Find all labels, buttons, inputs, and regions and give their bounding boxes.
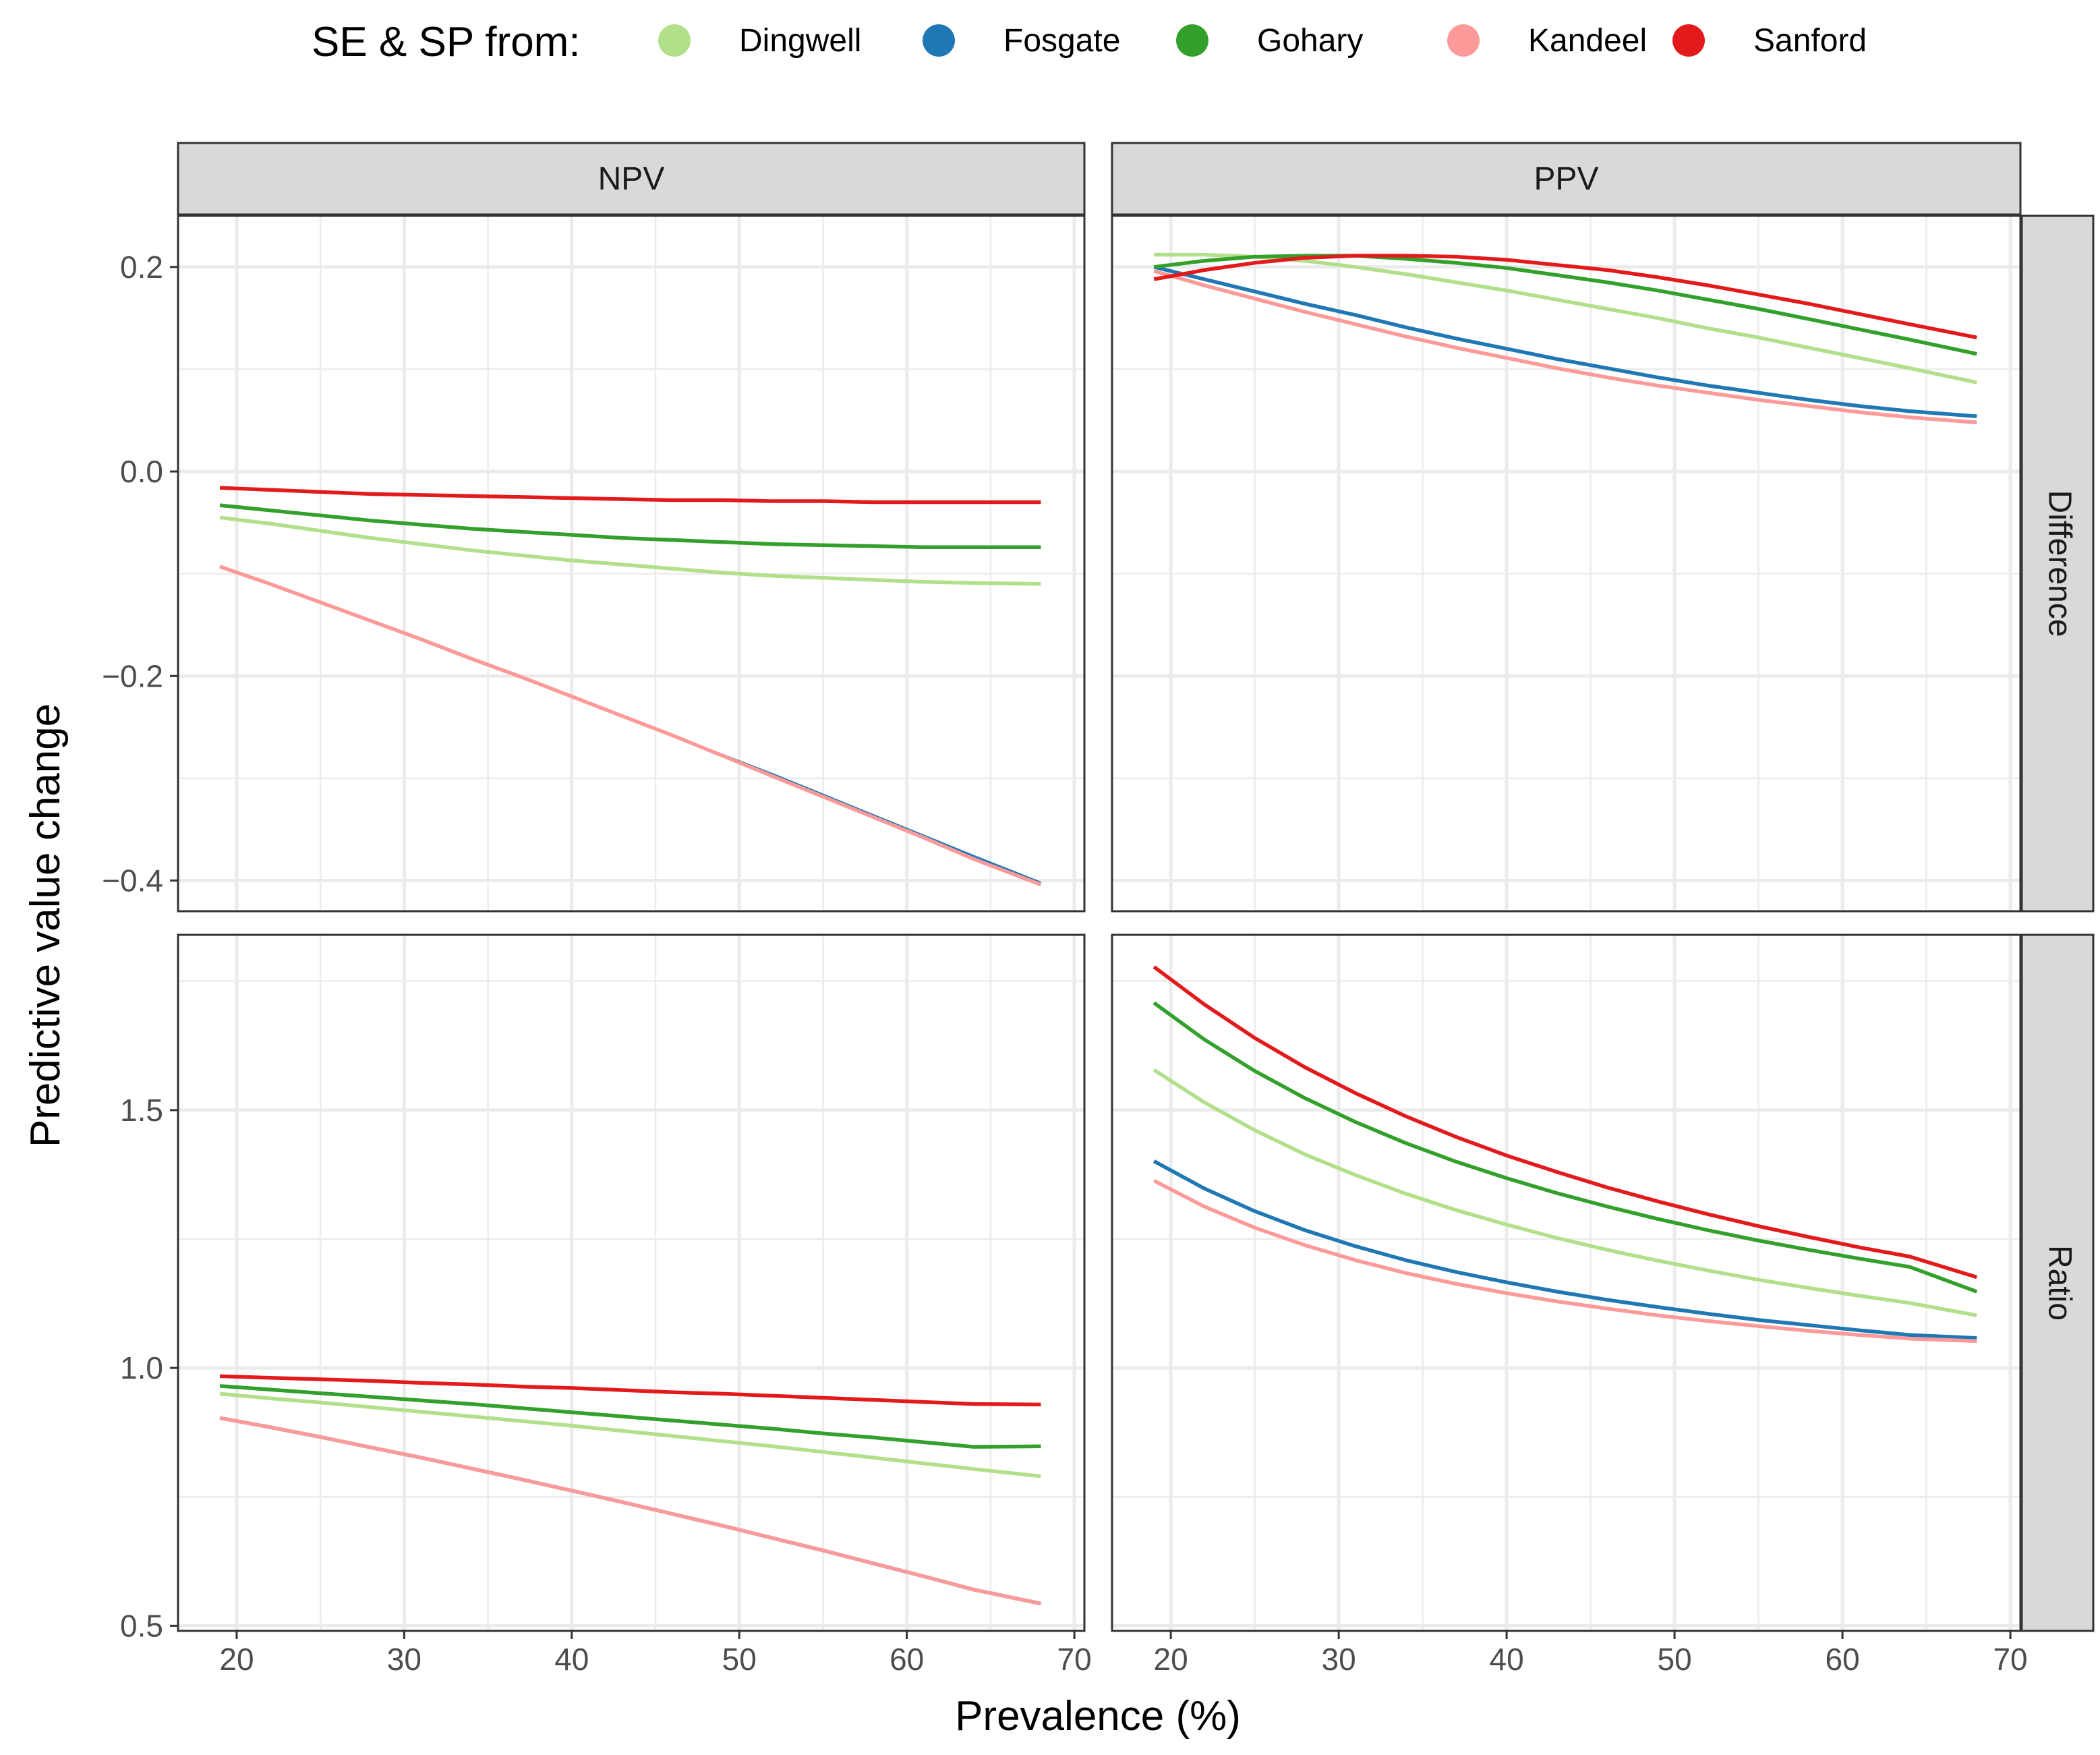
panel-npv-difference-border — [177, 214, 1086, 913]
panel-ppv-difference — [1111, 214, 2022, 913]
y-tick-label-ratio-0: 1.5 — [120, 1093, 163, 1128]
strip-label-ppv: PPV — [1534, 161, 1598, 197]
y-tick-label-ratio-2: 0.5 — [120, 1608, 163, 1643]
series-line-dingwell-npv-ratio — [219, 1391, 1041, 1478]
panel-npv-ratio-grid — [178, 935, 1084, 1631]
series-line-kandeel-npv-ratio — [219, 1416, 1041, 1606]
panel-ppv-ratio: 20 30 40 50 60 70 — [1111, 933, 2028, 1677]
facet-panels: NPV PPVDifferenceRatio0.20.0−0.2−0.41.51.… — [102, 142, 2095, 1677]
legend-label-gohary: Gohary — [1257, 23, 1363, 59]
series-line-gohary-npv-difference — [219, 503, 1041, 549]
legend-swatch-gohary — [1176, 24, 1208, 57]
legend-entry-kandeel: Kandeel — [1447, 23, 1647, 59]
legend-label-fosgate: Fosgate — [1003, 23, 1120, 59]
strip-ratio: Ratio — [2020, 933, 2095, 1632]
panel-npv-ratio-background — [178, 935, 1084, 1631]
x-tick-label-ppv-5: 70 — [1993, 1642, 2027, 1677]
x-tick-label-ppv-3: 50 — [1658, 1642, 1692, 1677]
y-axis-title: Predictive value change — [22, 703, 69, 1147]
series-line-gohary-ppv-difference — [1153, 254, 1977, 356]
series-line-sanford-npv-difference — [219, 486, 1041, 505]
x-tick-label-ppv-1: 30 — [1322, 1642, 1356, 1677]
legend-swatch-fosgate — [923, 24, 955, 57]
x-axis-title: Prevalence (%) — [955, 1693, 1241, 1739]
legend: SE & SP from: Dingwell Fosgate Gohary Kande… — [312, 19, 1867, 65]
x-tick-label-npv-5: 70 — [1057, 1642, 1092, 1677]
y-tick-label-difference-0: 0.2 — [120, 250, 163, 285]
panel-ppv-difference-border — [1111, 214, 2022, 913]
x-tick-label-npv-0: 20 — [219, 1642, 254, 1677]
x-tick-label-ppv-4: 60 — [1825, 1642, 1859, 1677]
legend-swatch-sanford — [1672, 24, 1705, 57]
legend-label-dingwell: Dingwell — [739, 23, 861, 59]
panel-ppv-ratio-border — [1111, 933, 2022, 1632]
x-tick-label-npv-4: 60 — [889, 1642, 924, 1677]
y-tick-label-difference-3: −0.4 — [102, 863, 163, 898]
x-tick-label-npv-3: 50 — [722, 1642, 757, 1677]
legend-entry-dingwell: Dingwell — [658, 23, 861, 59]
strip-label-difference: Difference — [2041, 490, 2077, 637]
y-tick-label-difference-1: 0.0 — [120, 454, 163, 489]
panel-npv-difference-grid — [178, 216, 1084, 911]
series-line-sanford-ppv-ratio — [1153, 965, 1978, 1279]
x-tick-label-ppv-2: 40 — [1490, 1642, 1524, 1677]
series-line-sanford-npv-ratio — [220, 1374, 1041, 1407]
series-line-dingwell-npv-difference — [219, 515, 1041, 586]
series-line-kandeel-npv-difference — [219, 565, 1042, 887]
legend-entries: Dingwell Fosgate Gohary Kandeel Sanford — [658, 23, 1867, 59]
series-line-sanford-ppv-difference — [1153, 254, 1977, 340]
panel-npv-ratio: 1.5 1.0 0.5 20 30 40 50 60 70 — [120, 933, 1092, 1677]
strip-difference: Difference — [2020, 214, 2095, 913]
legend-entry-gohary: Gohary — [1176, 23, 1363, 59]
series-line-fosgate-ppv-ratio — [1153, 1159, 1977, 1340]
x-tick-label-ppv-0: 20 — [1154, 1642, 1188, 1677]
legend-entry-sanford: Sanford — [1672, 23, 1867, 59]
strip-label-npv: NPV — [598, 161, 665, 197]
x-tick-label-npv-1: 30 — [387, 1642, 421, 1677]
series-line-dingwell-ppv-ratio — [1153, 1068, 1977, 1317]
series-line-gohary-npv-ratio — [219, 1384, 1041, 1449]
panel-ppv-ratio-background — [1112, 935, 2020, 1631]
legend-label-sanford: Sanford — [1753, 23, 1867, 59]
x-tick-label-npv-2: 40 — [554, 1642, 589, 1677]
legend-title: SE & SP from: — [312, 19, 581, 65]
y-tick-label-ratio-1: 1.0 — [120, 1350, 163, 1385]
legend-swatch-dingwell — [658, 24, 691, 57]
strip-npv: NPV — [177, 142, 1086, 216]
panel-npv-difference: 0.2 0.0 −0.2 −0.4 — [102, 214, 1086, 913]
series-line-kandeel-ppv-ratio — [1153, 1179, 1977, 1344]
y-tick-label-difference-2: −0.2 — [102, 658, 163, 693]
strip-label-ratio: Ratio — [2041, 1245, 2077, 1321]
series-line-kandeel-ppv-difference — [1153, 269, 1977, 425]
series-line-gohary-ppv-ratio — [1153, 1001, 1978, 1294]
panel-npv-ratio-border — [177, 933, 1086, 1632]
legend-swatch-kandeel — [1447, 24, 1480, 57]
legend-entry-fosgate: Fosgate — [923, 23, 1120, 59]
legend-label-kandeel: Kandeel — [1528, 23, 1647, 59]
series-line-fosgate-ppv-difference — [1153, 265, 1977, 418]
strip-ppv: PPV — [1111, 142, 2022, 216]
